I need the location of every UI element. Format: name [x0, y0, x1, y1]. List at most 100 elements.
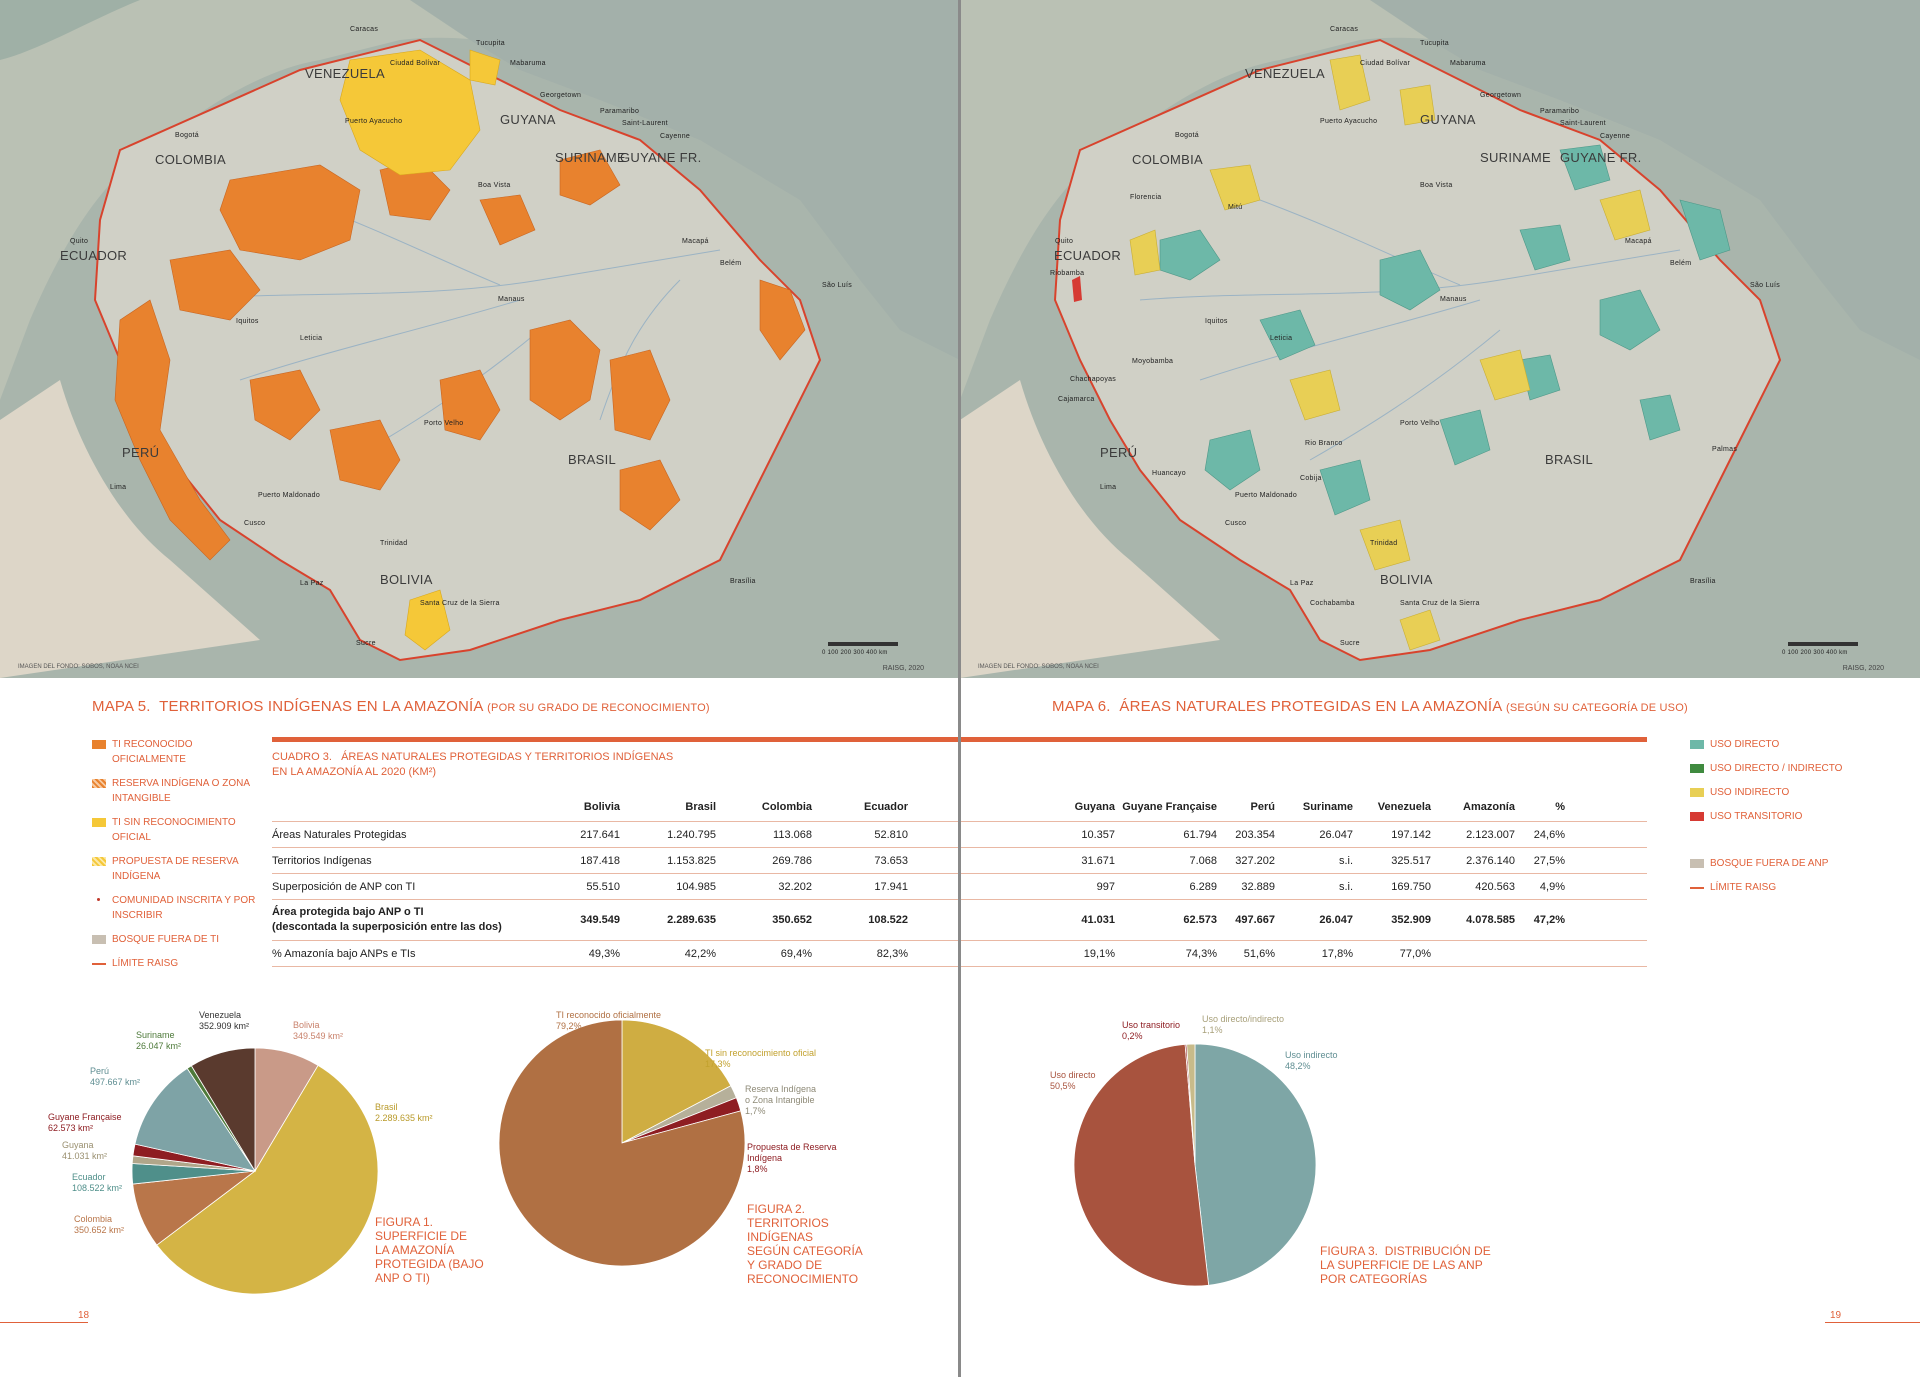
pie3-slice-uso-directo-indirecto [1186, 1043, 1196, 1166]
map-city-georgetown: Georgetown [1480, 92, 1522, 99]
map-label-colombia: COLOMBIA [1132, 152, 1204, 167]
map-city-trinidad: Trinidad [380, 540, 408, 547]
legend-limite-raisg: LÍMITE RAISG [92, 956, 262, 971]
map-city-santa-cruz: Santa Cruz de la Sierra [420, 600, 500, 607]
map-city-manaus: Manaus [498, 296, 525, 303]
map-city-tucupita: Tucupita [1420, 40, 1449, 47]
map-city-huancayo: Huancayo [1152, 470, 1186, 477]
table-number: CUADRO 3. [272, 751, 332, 763]
map-label-peru: PERÚ [1100, 445, 1138, 460]
map-city-quito: Quito [1055, 238, 1074, 245]
map-6-legend: USO DIRECTO USO DIRECTO / INDIRECTO USO … [1690, 737, 1860, 904]
col-header-bolivia: Bolivia [524, 793, 620, 822]
map-label-ecuador: ECUADOR [1054, 248, 1122, 263]
legend-uso-directo-indirecto: USO DIRECTO / INDIRECTO [1690, 761, 1860, 776]
map-label-ecuador: ECUADOR [60, 248, 128, 263]
col-header-percent: % [1515, 793, 1565, 822]
map-city-cayenne: Cayenne [1600, 133, 1631, 140]
pie2-label-reserva: Reserva Indígena o Zona Intangible 1,7% [745, 1084, 817, 1116]
map-city-la-paz: La Paz [300, 580, 324, 587]
table-title: CUADRO 3. ÁREAS NATURALES PROTEGIDAS Y T… [272, 750, 673, 780]
map-city-boa-vista: Boa Vista [1420, 182, 1453, 189]
map-raisg-credit: RAISG, 2020 [1842, 665, 1884, 672]
legend-uso-directo: USO DIRECTO [1690, 737, 1860, 752]
map-city-cochabamba: Cochabamba [1310, 600, 1355, 607]
map-label-venezuela: VENEZUELA [1245, 66, 1326, 81]
map-city-ciudad-bolivar: Ciudad Bolívar [390, 60, 441, 67]
map-city-paramaribo: Paramaribo [1540, 108, 1580, 115]
map-label-colombia: COLOMBIA [155, 152, 227, 167]
table-row: 31.671 7.068 327.202 s.i. 325.517 2.376.140 27… [960, 847, 1647, 874]
map-city-cusco: Cusco [244, 520, 266, 527]
map-city-iquitos: Iquitos [1205, 318, 1228, 325]
table-row: Superposición de ANP con TI 55.510 104.9… [272, 873, 960, 900]
map-city-moyobamba: Moyobamba [1132, 358, 1174, 365]
table-row: 10.357 61.794 203.354 26.047 197.142 2.123.00… [960, 821, 1647, 848]
map-6-title-text: ÁREAS NATURALES PROTEGIDAS EN LA AMAZONÍ… [1119, 698, 1502, 715]
map-city-mabaruma: Mabaruma [1450, 60, 1486, 67]
map-city-brasilia: Brasília [1690, 578, 1716, 585]
map-6-title: MAPA 6. ÁREAS NATURALES PROTEGIDAS EN LA… [1052, 698, 1688, 715]
map-credit: IMAGEN DEL FONDO: SOBOS, NOAA NCEI [18, 664, 139, 670]
figure-2-caption: FIGURA 2. TERRITORIOS INDÍGENAS SEGÚN CA… [747, 1202, 863, 1286]
pie3-slice-uso-indirecto [1194, 1043, 1317, 1286]
table-row: 41.031 62.573 497.667 26.047 352.909 4.078.58… [960, 899, 1647, 941]
page-number-left: 18 [78, 1310, 90, 1321]
map-city-leticia: Leticia [300, 335, 323, 342]
map-city-boa-vista: Boa Vista [478, 182, 511, 189]
left-page: VENEZUELA COLOMBIA GUYANA SURINAME GUYAN… [0, 0, 960, 1323]
legend-ti-reconocido: TI RECONOCIDO OFICIALMENTE [92, 737, 262, 767]
map-city-porto-velho: Porto Velho [424, 420, 464, 427]
legend-limite-raisg: LÍMITE RAISG [1690, 880, 1860, 895]
table-title-line2: EN LA AMAZONÍA AL 2020 (KM²) [272, 766, 437, 778]
map-city-lima: Lima [110, 484, 127, 491]
figure-1-pie [131, 1047, 379, 1295]
map-city-macapa: Macapá [1625, 238, 1652, 245]
map-city-trinidad: Trinidad [1370, 540, 1398, 547]
map-label-bolivia: BOLIVIA [380, 572, 433, 587]
table-row: 997 6.289 32.889 s.i. 169.750 420.563 4,9% [960, 873, 1647, 900]
map-label-guyana: GUYANA [1420, 112, 1476, 127]
col-header-suriname: Suriname [1275, 793, 1353, 822]
legend-uso-indirecto: USO INDIRECTO [1690, 785, 1860, 800]
map-city-manaus: Manaus [1440, 296, 1467, 303]
pie1-slice-brasil [156, 1064, 379, 1295]
map-city-bogota: Bogotá [1175, 132, 1199, 139]
figure-3-caption: FIGURA 3. DISTRIBUCIÓN DE LA SUPERFICIE … [1320, 1244, 1491, 1286]
book-spine [958, 0, 961, 1377]
legend-propuesta-reserva: PROPUESTA DE RESERVA INDÍGENA [92, 854, 262, 884]
map-city-sao-luis: São Luís [822, 282, 853, 289]
map-label-venezuela: VENEZUELA [305, 66, 386, 81]
map-city-palmas: Palmas [1712, 446, 1738, 453]
map-protected-areas: VENEZUELA COLOMBIA GUYANA SURINAME GUYAN… [960, 0, 1920, 678]
map-label-brasil: BRASIL [1545, 452, 1594, 467]
col-header-ecuador: Ecuador [812, 793, 908, 822]
map-6-subtitle: (SEGÚN SU CATEGORÍA DE USO) [1505, 702, 1688, 714]
map-5-legend: TI RECONOCIDO OFICIALMENTE RESERVA INDÍG… [92, 737, 262, 980]
map-scale-bar [828, 642, 898, 646]
map-6-number: MAPA 6. [1052, 698, 1111, 715]
map-city-puerto-ayacucho: Puerto Ayacucho [1320, 118, 1378, 125]
pie1-label-ecuador: Ecuador 108.522 km² [72, 1172, 123, 1193]
figure-2-pie [498, 1019, 746, 1267]
map-city-chachapoyas: Chachapoyas [1070, 376, 1117, 383]
map-city-bogota: Bogotá [175, 132, 199, 139]
col-header-brasil: Brasil [620, 793, 716, 822]
legend-reserva-indigena: RESERVA INDÍGENA O ZONA INTANGIBLE [92, 776, 262, 806]
right-page: VENEZUELA COLOMBIA GUYANA SURINAME GUYAN… [960, 0, 1920, 1377]
pie1-label-suriname: Suriname 26.047 km² [136, 1030, 182, 1051]
map-scale-label: 0 100 200 300 400 km [822, 650, 888, 656]
map-city-porto-velho: Porto Velho [1400, 420, 1440, 427]
map-raisg-credit: RAISG, 2020 [882, 665, 924, 672]
map-city-belem: Belém [1670, 260, 1692, 267]
col-header-amazonia: Amazonía [1431, 793, 1515, 822]
pie3-slice-uso-directo [1073, 1043, 1210, 1287]
map-city-belem: Belém [720, 260, 742, 267]
table-top-rule-right [960, 737, 1647, 742]
pie2-slice-ti-reconocido-oficialmente [498, 1019, 746, 1267]
map-scale-label: 0 100 200 300 400 km [1782, 650, 1848, 656]
map-city-iquitos: Iquitos [236, 318, 259, 325]
map-city-caracas: Caracas [1330, 26, 1359, 33]
map-5-title-text: TERRITORIOS INDÍGENAS EN LA AMAZONÍA [159, 698, 483, 715]
map-city-cobija: Cobija [1300, 475, 1322, 482]
